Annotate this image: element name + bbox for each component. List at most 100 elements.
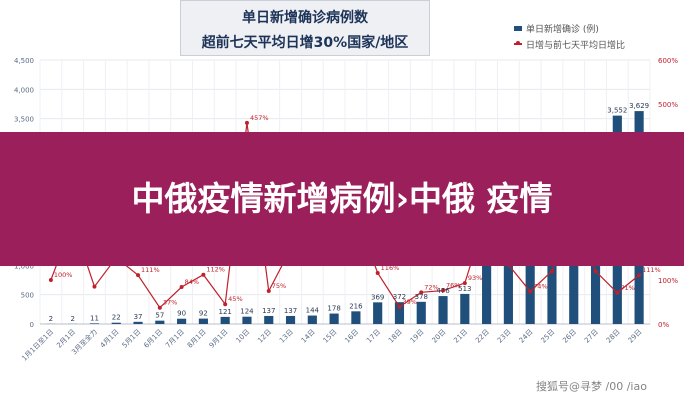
- ratio-data-label: 116%: [381, 264, 400, 272]
- bar: [590, 265, 601, 324]
- ratio-data-label: 111%: [642, 266, 661, 274]
- x-tick-label: 13日: [278, 328, 295, 345]
- ratio-data-label: 39%: [402, 298, 416, 306]
- ratio-data-label: 457%: [250, 114, 269, 122]
- headline-text: 中俄疫情新增病例›中俄 疫情: [131, 179, 553, 218]
- bar: [285, 315, 296, 324]
- y-left-tick-label: 3,500: [14, 116, 34, 124]
- bar-data-label: 137: [284, 307, 297, 315]
- bar-data-label: 3,629: [629, 102, 649, 110]
- ratio-data-label: 111%: [141, 266, 160, 274]
- bar-data-label: 178: [327, 305, 340, 313]
- legend-line-swatch: [514, 41, 522, 45]
- ratio-data-label: 84%: [185, 278, 199, 286]
- y-right-tick-label: 0%: [658, 321, 669, 329]
- ratio-point: [528, 289, 533, 294]
- bar-data-label: 369: [371, 293, 384, 301]
- bar-data-label: 2: [70, 315, 74, 323]
- x-tick-label: 9月1日: [208, 328, 230, 350]
- ratio-data-label: 76%: [446, 282, 460, 290]
- x-tick-label: 1月1日至1日: [20, 328, 55, 363]
- bar-data-label: 372: [393, 293, 406, 301]
- bar: [351, 311, 361, 324]
- ratio-point: [201, 272, 206, 277]
- x-tick-label: 18日: [387, 328, 404, 345]
- ratio-data-label: 74%: [533, 282, 547, 290]
- ratio-point: [615, 290, 620, 295]
- ratio-data-label: 71%: [620, 284, 634, 292]
- ratio-data-label: 37%: [163, 299, 177, 307]
- bar: [482, 265, 492, 324]
- x-tick-label: 23日: [496, 328, 513, 345]
- ratio-point: [441, 288, 446, 293]
- ratio-data-label: 100%: [54, 271, 73, 279]
- bar: [155, 320, 165, 324]
- bar-data-label: 2: [49, 315, 53, 323]
- bar-data-label: 144: [306, 307, 320, 315]
- x-tick-label: 27日: [583, 328, 600, 345]
- ratio-point: [419, 290, 424, 295]
- bar: [264, 315, 274, 324]
- ratio-point: [92, 284, 97, 289]
- bar-data-label: 121: [218, 308, 231, 316]
- ratio-point: [593, 269, 598, 274]
- bar: [329, 313, 339, 324]
- x-tick-label: 5月1日: [121, 328, 143, 350]
- bar: [373, 302, 383, 324]
- headline-banner: 中俄疫情新增病例›中俄 疫情: [0, 132, 684, 266]
- bar: [307, 315, 317, 324]
- ratio-point: [157, 305, 162, 310]
- bar: [111, 322, 121, 324]
- legend-bar-label: 单日新增确诊 (例): [526, 24, 599, 35]
- x-tick-label: 29日: [627, 328, 644, 345]
- bar: [416, 301, 426, 324]
- bar: [547, 265, 557, 324]
- ratio-point: [637, 273, 642, 278]
- x-tick-label: 19日: [409, 328, 426, 345]
- bar: [198, 318, 208, 324]
- x-tick-label: 7月1日: [164, 328, 186, 350]
- ratio-data-label: 75%: [272, 282, 286, 290]
- x-tick-label: 22日: [474, 328, 491, 345]
- bar: [242, 316, 252, 324]
- chart-title: 单日新增确诊病例数: [242, 10, 368, 26]
- x-tick-label: 21日: [452, 328, 469, 345]
- y-right-tick-label: 600%: [658, 57, 678, 65]
- bar-data-label: 124: [240, 308, 254, 316]
- ratio-point: [179, 285, 184, 290]
- ratio-point: [244, 120, 249, 125]
- chart-subtitle: 超前七天平均日增30%国家/地区: [201, 35, 409, 51]
- ratio-data-label: 93%: [468, 274, 482, 282]
- bar-data-label: 216: [349, 302, 363, 310]
- ratio-point: [266, 289, 271, 293]
- ratio-data-label: 112%: [206, 266, 225, 274]
- chart-title-box: 单日新增确诊病例数 超前七天平均日增30%国家/地区: [180, 0, 430, 56]
- x-tick-label: 6月1日: [142, 328, 164, 350]
- bar-data-label: 90: [177, 310, 186, 318]
- y-right-tick-label: 500%: [658, 101, 678, 109]
- bar-data-label: 3,552: [607, 107, 627, 115]
- x-tick-label: 16日: [343, 328, 360, 345]
- x-tick-label: 15日: [322, 328, 339, 345]
- bar: [394, 302, 405, 324]
- bar-data-label: 513: [458, 285, 471, 293]
- bar-data-label: 378: [415, 293, 428, 301]
- x-tick-label: 24日: [518, 328, 535, 345]
- ratio-point: [375, 270, 380, 275]
- y-left-tick-label: 0: [30, 321, 34, 329]
- bar: [525, 265, 535, 324]
- bar-data-label: 22: [112, 314, 121, 322]
- bar: [438, 296, 448, 324]
- bar-data-label: 37: [134, 313, 143, 321]
- bar-data-label: 11: [90, 314, 99, 322]
- ratio-point: [223, 302, 228, 307]
- y-left-tick-label: 4,500: [14, 57, 34, 65]
- watermark: 搜狐号@寻梦 /00 /iao: [536, 380, 647, 393]
- ratio-data-label: 72%: [424, 283, 438, 291]
- y-left-tick-label: 500: [21, 292, 34, 300]
- bar: [89, 323, 100, 324]
- legend-bar-swatch: [514, 25, 522, 31]
- x-tick-label: 26日: [561, 328, 578, 345]
- bar-data-label: 92: [199, 310, 208, 318]
